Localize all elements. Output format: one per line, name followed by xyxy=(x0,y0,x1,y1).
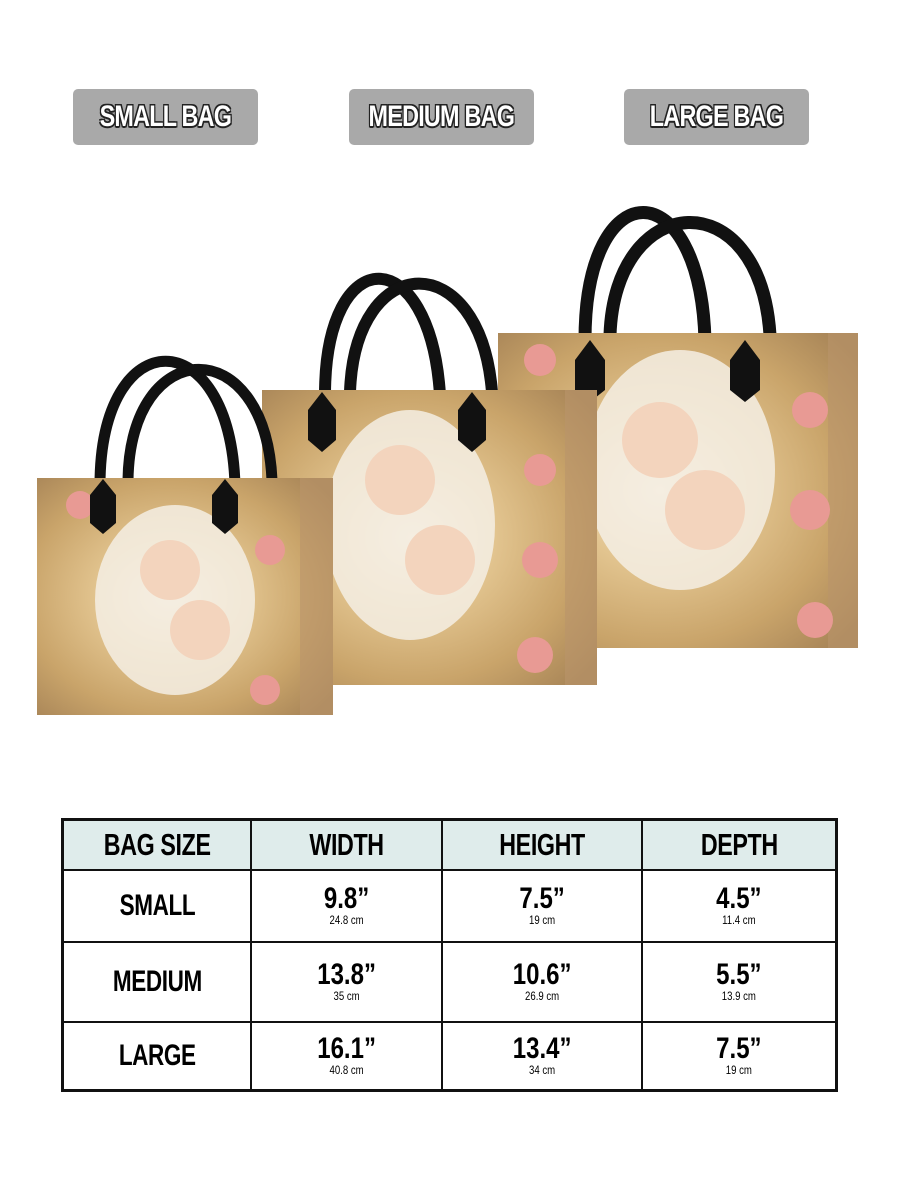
depth-cell: 7.5” 19 cm xyxy=(641,1021,838,1091)
header-height: HEIGHT xyxy=(441,818,644,871)
medium-bag-image xyxy=(262,273,597,685)
medium-bag-label: MEDIUM BAG xyxy=(349,89,534,145)
header-depth: DEPTH xyxy=(641,818,838,871)
size-cell: MEDIUM xyxy=(61,941,252,1023)
small-bag-label: SMALL BAG xyxy=(73,89,258,145)
table-row: SMALL 9.8” 24.8 cm 7.5” 19 cm 4.5” 11.4 cm xyxy=(61,869,838,943)
width-cell: 16.1” 40.8 cm xyxy=(249,1021,444,1091)
height-cell: 7.5” 19 cm xyxy=(441,869,644,943)
table-row: LARGE 16.1” 40.8 cm 13.4” 34 cm 7.5” 19 cm xyxy=(61,1021,838,1091)
width-cell: 13.8” 35 cm xyxy=(249,941,444,1023)
size-cell: LARGE xyxy=(61,1021,252,1091)
large-bag-image xyxy=(498,206,858,648)
height-cell: 13.4” 34 cm xyxy=(441,1021,644,1091)
table-row: MEDIUM 13.8” 35 cm 10.6” 26.9 cm 5.5” 13.9 … xyxy=(61,941,838,1023)
bags-illustration xyxy=(37,206,858,715)
width-cell: 9.8” 24.8 cm xyxy=(249,869,444,943)
depth-cell: 5.5” 13.9 cm xyxy=(641,941,838,1023)
small-bag-image xyxy=(37,355,333,715)
depth-cell: 4.5” 11.4 cm xyxy=(641,869,838,943)
table-header-row: BAG SIZE WIDTH HEIGHT DEPTH xyxy=(61,818,838,871)
size-cell: SMALL xyxy=(61,869,252,943)
size-chart-table: BAG SIZE WIDTH HEIGHT DEPTH SMALL 9.8” 24… xyxy=(61,818,838,1092)
large-bag-label: LARGE BAG xyxy=(624,89,809,145)
height-cell: 10.6” 26.9 cm xyxy=(441,941,644,1023)
header-width: WIDTH xyxy=(249,818,444,871)
header-bag-size: BAG SIZE xyxy=(61,818,252,871)
